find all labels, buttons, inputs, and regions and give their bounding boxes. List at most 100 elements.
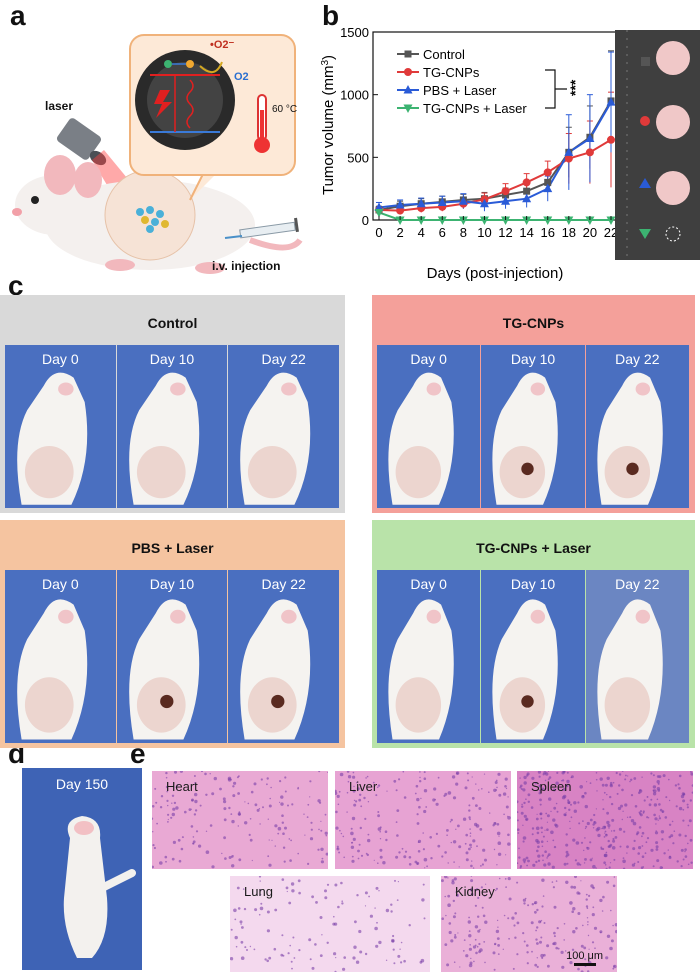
- y-tick-label: 0: [362, 213, 369, 228]
- x-tick-label: 14: [519, 225, 533, 240]
- data-point-tg_cnps_laser: [458, 216, 468, 225]
- mouse-photo: Day 0: [5, 570, 116, 743]
- data-point-pbs_laser: [437, 197, 447, 206]
- mouse-photo: Day 10: [116, 570, 228, 743]
- nanoparticle-cluster: [136, 206, 169, 233]
- x-tick-label: 10: [477, 225, 491, 240]
- day-label: Day 10: [510, 351, 556, 367]
- panel-label-a: a: [10, 0, 26, 31]
- legend-marker-tg_cnps: [404, 68, 412, 76]
- tissue-label: Spleen: [531, 779, 572, 794]
- data-point-tg_cnps: [564, 154, 573, 163]
- tissue-label: Liver: [349, 779, 378, 794]
- group-pbs_laser: PBS + Laser Day 0 Day 10 Day 22: [0, 520, 345, 748]
- x-tick-label: 22: [604, 225, 618, 240]
- group-control: Control Day 0 Day 10 Day 22: [0, 295, 345, 513]
- x-tick-label: 16: [540, 225, 554, 240]
- data-point-tg_cnps_laser: [437, 216, 447, 225]
- photo-marker-control: [641, 57, 650, 66]
- y-tick-label: 1500: [340, 25, 369, 40]
- tissue-label: Kidney: [455, 884, 495, 899]
- data-point-tg_cnps_laser: [479, 216, 489, 225]
- data-point-tg_cnps_laser: [585, 216, 595, 225]
- day-label: Day 0: [410, 576, 447, 592]
- lightning-icon: [154, 90, 172, 118]
- data-point-pbs_laser: [522, 193, 532, 203]
- thermometer-icon: [254, 94, 270, 153]
- day-label: Day 22: [615, 576, 660, 592]
- series-line-tg_cnps_laser: [378, 211, 611, 221]
- x-tick-label: 8: [460, 225, 467, 240]
- mouse-photo: Day 10: [481, 345, 585, 508]
- legend-entry-control: Control: [423, 47, 465, 62]
- scale-bar: 100 μm: [566, 950, 603, 966]
- chart-legend: Control TG-CNPs PBS + Laser TG-CNPs + Laser: [397, 47, 527, 116]
- x-tick-label: 18: [562, 225, 576, 240]
- data-point-pbs_laser: [606, 97, 616, 106]
- series-line-tg_cnps: [378, 138, 612, 212]
- data-point-tg_cnps_laser: [606, 216, 616, 225]
- mouse-photo: Day 22: [228, 570, 339, 743]
- histology-heart: Heart: [152, 771, 328, 869]
- x-tick-label: 0: [375, 225, 382, 240]
- tissue-label: Heart: [166, 779, 198, 794]
- superoxide-label: •O2⁻: [210, 39, 235, 51]
- mouse-photo: Day 10: [481, 570, 585, 743]
- data-point-tg_cnps_laser: [522, 216, 532, 225]
- photo-marker-tg-cnps: [640, 116, 650, 126]
- group-title: TG-CNPs: [502, 314, 565, 331]
- data-point-tg_cnps: [585, 148, 594, 157]
- oxygen-label: O2: [234, 71, 249, 83]
- legend-marker-tg_cnps_laser: [403, 104, 413, 113]
- photo-marker-tg-cnps-laser: [639, 229, 651, 239]
- scale-bar-label: 100 μm: [566, 950, 603, 962]
- data-point-tg_cnps_laser: [416, 216, 426, 225]
- group-tg_cnps_laser: TG-CNPs + Laser Day 0 Day 10 Day 22: [372, 520, 695, 748]
- x-tick-label: 12: [498, 225, 512, 240]
- data-point-pbs_laser: [416, 198, 426, 208]
- data-point-tg_cnps_laser: [564, 216, 574, 225]
- data-point-tg_cnps_laser: [501, 216, 511, 225]
- legend-entry-tg_cnps: TG-CNPs: [423, 65, 480, 80]
- significance-label: ***: [567, 79, 583, 96]
- panel-label-c: c: [8, 270, 24, 301]
- day150-photo: Day 150: [22, 768, 142, 970]
- data-point-pbs_laser: [458, 196, 468, 205]
- group-title: PBS + Laser: [131, 539, 214, 556]
- x-tick-label: 4: [418, 225, 425, 240]
- injection-label: i.v. injection: [212, 259, 280, 273]
- data-point-tg_cnps: [501, 187, 510, 196]
- mouse-photo: Day 10: [116, 345, 228, 508]
- y-tick-label: 1000: [340, 88, 369, 103]
- tissue-label: Lung: [244, 884, 273, 899]
- panel-a-schematic: •O2⁻ O2 60 °C laser i.v. injection: [12, 34, 303, 274]
- data-point-pbs_laser: [374, 202, 384, 211]
- excised-tumor-photo: [615, 30, 700, 260]
- data-point-pbs_laser: [479, 198, 489, 208]
- day-label: Day 0: [42, 351, 79, 367]
- tumor-site: [104, 169, 196, 261]
- data-point-tg_cnps: [607, 135, 615, 144]
- day-label: Day 10: [149, 351, 195, 367]
- data-point-pbs_laser: [395, 199, 405, 209]
- histology-liver: Liver: [335, 771, 511, 869]
- series-line-pbs_laser: [378, 101, 612, 209]
- data-point-tg_cnps: [543, 168, 552, 177]
- data-point-tg_cnps: [396, 206, 405, 215]
- histology-kidney: Kidney 100 μm: [441, 876, 617, 972]
- legend-entry-tg_cnps_laser: TG-CNPs + Laser: [423, 101, 527, 116]
- data-point-pbs_laser: [564, 147, 574, 156]
- mouse-photo: Day 22: [228, 345, 339, 508]
- chart-ylabel: Tumor volume (mm3): [320, 55, 338, 195]
- temperature-label: 60 °C: [272, 104, 297, 115]
- data-point-tg_cnps_laser: [395, 216, 405, 225]
- day-label: Day 10: [510, 576, 556, 592]
- data-point-pbs_laser: [501, 196, 511, 205]
- significance-bracket: [545, 69, 567, 109]
- legend-entry-pbs_laser: PBS + Laser: [423, 83, 497, 98]
- laser-device-icon: [56, 118, 107, 166]
- data-point-tg_cnps_laser: [374, 208, 384, 218]
- data-point-tg_cnps_laser: [543, 216, 553, 225]
- panel-label-b: b: [322, 0, 340, 31]
